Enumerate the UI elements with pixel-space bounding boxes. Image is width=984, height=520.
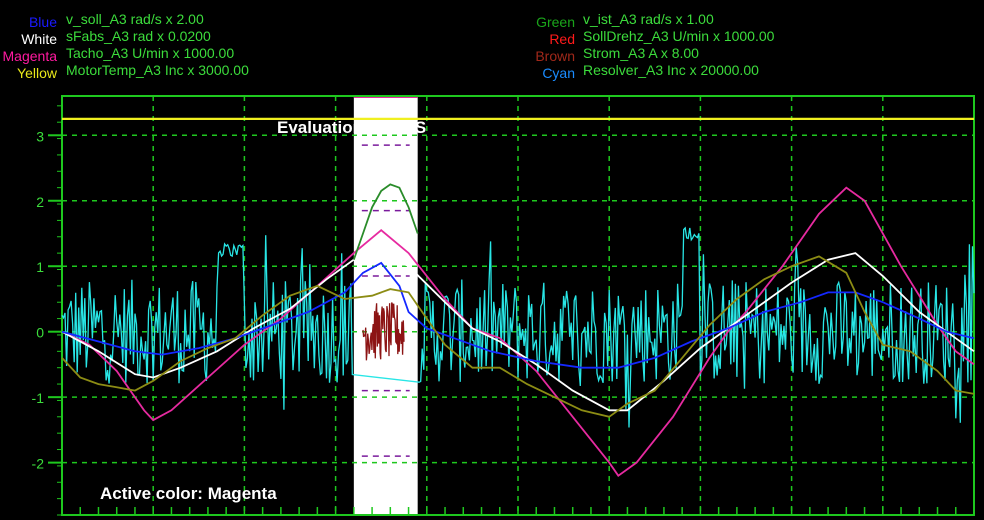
legend-magenta-name: Magenta <box>3 48 58 64</box>
y-tick-label: 3 <box>36 128 44 144</box>
series-magenta <box>61 186 975 477</box>
y-tick-label: 1 <box>36 259 44 275</box>
legend-white-label: sFabs_A3 rad x 0.0200 <box>66 28 211 44</box>
y-tick-label: -2 <box>32 456 45 472</box>
legend-blue-name: Blue <box>29 14 57 30</box>
y-tick-label: 2 <box>36 194 44 210</box>
legend-right: Green Red Brown Cyan v_ist_A3 rad/s x 1.… <box>535 11 774 81</box>
legend-green-label: v_ist_A3 rad/s x 1.00 <box>583 11 714 27</box>
series-white <box>61 252 975 412</box>
rms-label: Evaluation of RMS <box>277 118 426 137</box>
series-cyan <box>61 226 975 428</box>
series-olive <box>61 255 975 418</box>
legend-cyan-label: Resolver_A3 Inc x 20000.00 <box>583 62 759 78</box>
y-tick-label: -1 <box>32 390 45 406</box>
legend-left: Blue White Magenta Yellow v_soll_A3 rad/… <box>3 11 250 81</box>
legend-yellow-name: Yellow <box>17 65 58 81</box>
series-green <box>352 183 419 260</box>
legend-red-label: SollDrehz_A3 U/min x 1000.00 <box>583 28 775 44</box>
series-brown <box>362 302 405 361</box>
legend-brown-name: Brown <box>535 48 575 64</box>
legend-red-name: Red <box>549 31 575 47</box>
legend-blue-label: v_soll_A3 rad/s x 2.00 <box>66 11 204 27</box>
legend-white-name: White <box>21 31 57 47</box>
y-tick-label: 0 <box>36 325 44 341</box>
legend-yellow-label: MotorTemp_A3 Inc x 3000.00 <box>66 62 249 78</box>
legend-magenta-label: Tacho_A3 U/min x 1000.00 <box>66 45 234 61</box>
rms-window <box>353 96 418 515</box>
plot-area: 3 2 1 0 -1 -2 <box>32 95 975 516</box>
active-color-label: Active color: Magenta <box>100 484 277 503</box>
legend-green-name: Green <box>536 14 575 30</box>
legend-cyan-name: Cyan <box>542 65 575 81</box>
legend-brown-label: Strom_A3 A x 8.00 <box>583 45 699 61</box>
